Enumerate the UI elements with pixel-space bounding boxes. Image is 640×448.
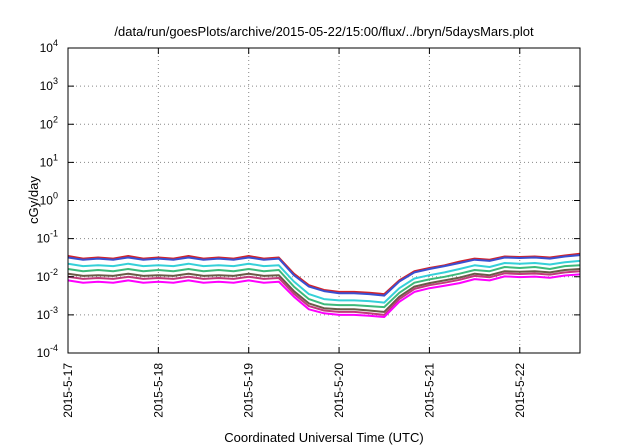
- series-line: [67, 273, 581, 318]
- x-tick-label: 2015-5-17: [61, 363, 75, 418]
- y-tick-label: 104: [40, 38, 58, 55]
- chart-title: /data/run/goesPlots/archive/2015-05-22/1…: [114, 24, 534, 39]
- x-tick-label: 2015-5-21: [422, 363, 436, 418]
- series-line: [67, 254, 581, 297]
- y-tick-label: 10-4: [37, 343, 58, 360]
- series-line: [67, 270, 581, 316]
- y-axis: 10-4 10-3 10-2 10-1 100 101 102 103 104: [37, 38, 580, 360]
- y-axis-label: cGy/day: [26, 176, 41, 224]
- x-tick-label: 2015-5-18: [151, 363, 165, 418]
- x-axis-label: Coordinated Universal Time (UTC): [224, 430, 423, 445]
- grid: [68, 48, 580, 353]
- y-tick-label: 102: [40, 114, 58, 131]
- y-tick-label: 103: [40, 76, 58, 93]
- x-tick-label: 2015-5-22: [513, 363, 527, 418]
- series-line: [67, 264, 581, 309]
- series-line: [67, 259, 581, 304]
- y-tick-label: 10-2: [37, 267, 58, 284]
- series-layer: [67, 252, 581, 318]
- x-tick-label: 2015-5-20: [332, 363, 346, 418]
- x-axis: 2015-5-17 2015-5-18 2015-5-19 2015-5-20 2015…: [61, 48, 527, 418]
- x-tick-label: 2015-5-19: [242, 363, 256, 418]
- y-tick-label: 10-1: [37, 229, 58, 246]
- series-line: [67, 252, 581, 296]
- y-tick-label: 101: [40, 152, 58, 169]
- series-line: [67, 268, 581, 313]
- y-tick-label: 100: [40, 191, 58, 208]
- y-tick-label: 10-3: [37, 305, 58, 322]
